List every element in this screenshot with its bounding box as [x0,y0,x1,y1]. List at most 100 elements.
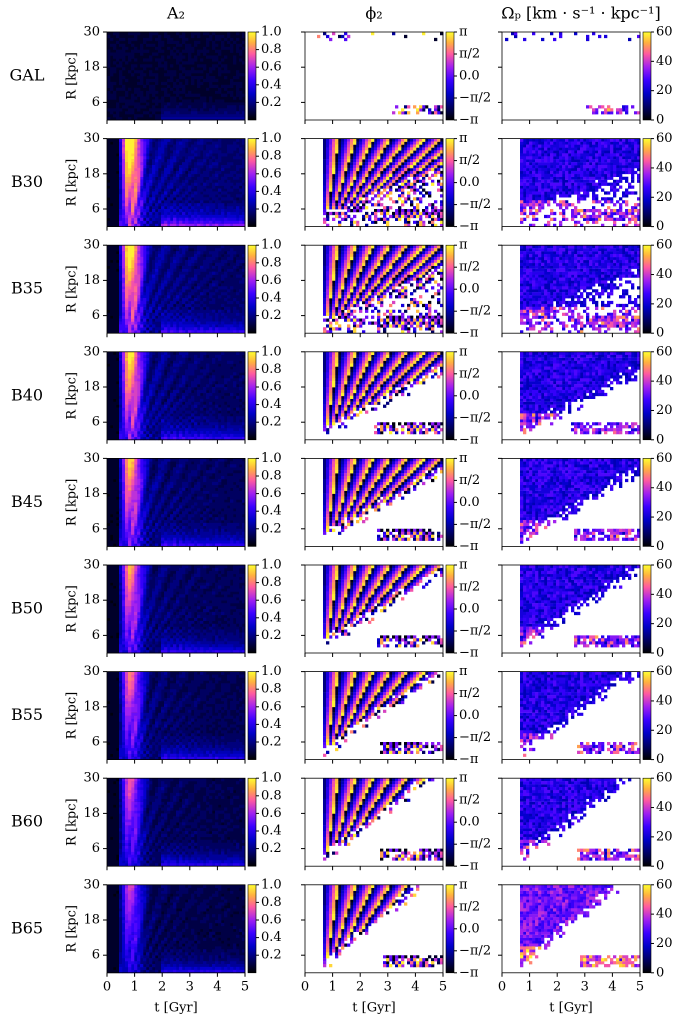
colorbar-tick-label: 60 [656,558,673,573]
heatmap-texture [520,565,641,645]
heatmap-texture [323,458,420,541]
colorbar [642,884,652,974]
panel-frame [106,457,246,547]
heatmap-texture [520,522,632,538]
colorbar-tick-label: 1.0 [261,344,282,359]
y-axis-label: R [kpc] [65,372,80,420]
colorbar-tick-label: 1.0 [261,771,282,786]
row-label: B55 [11,705,43,724]
colorbar-tick-label: 40 [656,800,673,815]
heatmap-texture [523,520,626,541]
heatmap-texture [520,632,641,648]
heatmap-texture [119,458,246,544]
colorbar-tick-label: π [459,238,468,253]
colorbar-tick-label: π [459,25,468,40]
heatmap-texture [122,473,177,547]
heatmap-texture [326,565,435,648]
heatmap-texture [520,736,611,752]
heatmap-texture [592,108,641,115]
colorbar-tick-label: 0.4 [261,930,282,945]
heatmap-texture [329,138,444,227]
colorbar [445,777,455,867]
y-tick-label: 30 [83,451,100,466]
heatmap-texture [520,458,641,541]
y-tick-label: 6 [92,308,100,323]
heatmap-texture [592,958,623,968]
colorbar-tick-label: 0.2 [261,308,282,323]
heatmap-texture [326,351,429,435]
heatmap-texture [326,245,441,334]
heatmap-texture [128,884,135,891]
heatmap-texture [125,147,138,213]
y-tick-label: 30 [83,131,100,146]
heatmap-texture [323,138,441,224]
colorbar-tick-label: 40 [656,374,673,389]
heatmap-texture [586,34,626,112]
colorbar-tick-label: 1.0 [261,558,282,573]
heatmap-texture [119,778,246,867]
heatmap-texture [125,778,135,811]
heatmap-texture [371,32,426,112]
heatmap-texture [520,245,638,328]
heatmap-texture [392,32,408,115]
heatmap-texture [119,781,246,867]
colorbar-tick-label: π/2 [459,366,480,381]
heatmap-texture [125,248,135,281]
heatmap-texture [586,105,638,115]
colorbar-tick-label: −π/2 [459,517,491,532]
heatmap-texture [125,887,138,962]
row-label: B40 [11,385,43,404]
heatmap-texture [407,111,411,115]
colorbar [247,244,257,334]
colorbar-tick-label: 0.8 [261,42,282,57]
colorbar-tick-label: 0.4 [261,77,282,92]
y-tick-label: 6 [92,415,100,430]
colorbar-tick-label: 0.0 [459,921,480,936]
heatmap-texture [413,105,420,115]
heatmap-texture [425,105,429,109]
heatmap-texture [125,245,135,272]
x-tick-label: 4 [213,979,221,994]
panel-frame [304,777,444,867]
colorbar-tick-label: 0.4 [261,184,282,199]
heatmap-texture [326,245,441,331]
heatmap-texture [520,671,623,734]
heatmap-texture [341,34,345,39]
heatmap-texture [326,138,441,227]
y-tick-label: 18 [83,699,100,714]
heatmap-texture [146,778,246,867]
colorbar-tick-label: 1.0 [261,25,282,40]
x-tick-label: 0 [301,979,309,994]
heatmap-texture [107,884,246,974]
heatmap-texture [122,570,144,648]
heatmap-texture [326,778,423,861]
colorbar-tick-label: −π [459,646,479,661]
heatmap-texture [326,671,423,737]
x-axis-label: t [Gyr] [352,1000,395,1015]
x-tick-label: 3 [581,979,589,994]
colorbar-tick-label: 0.2 [261,841,282,856]
row-label: B50 [11,599,43,618]
heatmap-texture [143,138,246,227]
heatmap-texture [520,200,635,224]
colorbar-tick-label: 0.6 [261,60,282,75]
heatmap-texture [547,309,641,334]
heatmap-texture [338,34,441,115]
heatmap-texture [125,375,141,441]
heatmap-texture [125,262,138,322]
colorbar [445,671,455,760]
heatmap-texture [323,138,444,222]
x-axis-label: t [Gyr] [154,1000,197,1015]
colorbar [247,884,257,974]
colorbar-tick-label: 0.2 [261,415,282,430]
colorbar [247,138,257,227]
heatmap-texture [323,565,441,648]
panel-frame [501,138,641,228]
heatmap-texture [323,458,441,541]
y-tick-label: 18 [83,60,100,75]
colorbar-tick-label: 0 [656,752,664,767]
colorbar-tick-label: π [459,558,468,573]
row-label: B60 [11,812,43,831]
colorbar-tick-label: 0.8 [261,682,282,697]
y-tick-label: 30 [83,25,100,40]
